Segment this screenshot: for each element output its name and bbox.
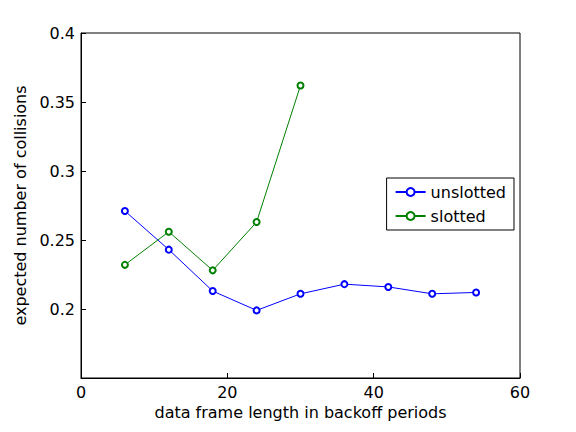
svg-text:0.25: 0.25 — [39, 231, 75, 250]
svg-text:60: 60 — [510, 383, 530, 402]
svg-text:0.4: 0.4 — [50, 24, 75, 43]
svg-text:0: 0 — [76, 383, 86, 402]
svg-text:unslotted: unslotted — [431, 183, 506, 202]
svg-text:40: 40 — [363, 383, 383, 402]
svg-text:20: 20 — [217, 383, 237, 402]
svg-text:expected number of collisions: expected number of collisions — [11, 85, 30, 325]
svg-text:slotted: slotted — [431, 207, 486, 226]
svg-text:data frame length in backoff p: data frame length in backoff periods — [154, 403, 446, 422]
svg-text:0.35: 0.35 — [39, 93, 75, 112]
svg-text:0.3: 0.3 — [50, 162, 75, 181]
svg-text:0.2: 0.2 — [50, 300, 75, 319]
